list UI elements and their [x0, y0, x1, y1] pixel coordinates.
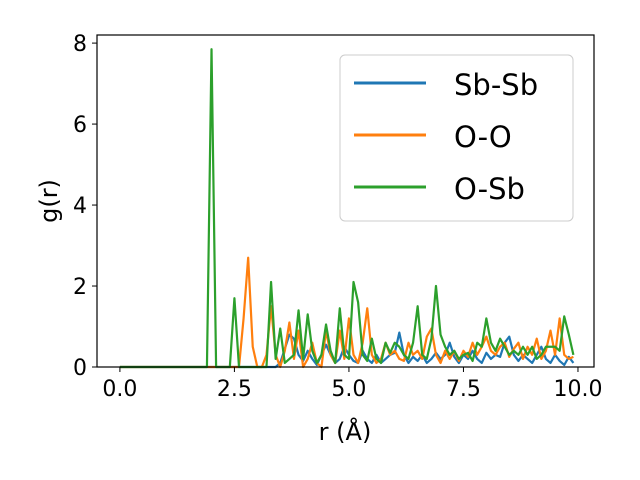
y-axis: 0 2 4 6 8	[73, 32, 97, 381]
y-tick-label: 8	[73, 32, 87, 57]
legend-label-o-o: O-O	[454, 120, 512, 154]
x-axis: 0.0 2.5 5.0 7.5 10.0	[102, 367, 602, 402]
y-axis-label: g(r)	[35, 179, 63, 223]
plot-frame	[96, 34, 595, 368]
series-line-sb-sb	[119, 331, 575, 369]
x-tick-label: 5.0	[331, 377, 366, 402]
legend-label-o-sb: O-Sb	[454, 172, 525, 206]
y-tick-label: 0	[73, 356, 87, 381]
y-tick-label: 2	[73, 275, 87, 300]
legend-box	[339, 54, 574, 222]
legend-label-sb-sb: Sb-Sb	[454, 68, 538, 102]
y-tick-label: 6	[73, 113, 87, 138]
legend: Sb-Sb O-O O-Sb	[339, 54, 574, 222]
x-tick-label: 7.5	[446, 377, 481, 402]
x-tick-label: 2.5	[217, 377, 252, 402]
y-tick-label: 4	[73, 194, 87, 219]
x-axis-label: r (Å)	[319, 417, 372, 446]
x-tick-label: 0.0	[102, 377, 137, 402]
x-tick-label: 10.0	[553, 377, 602, 402]
